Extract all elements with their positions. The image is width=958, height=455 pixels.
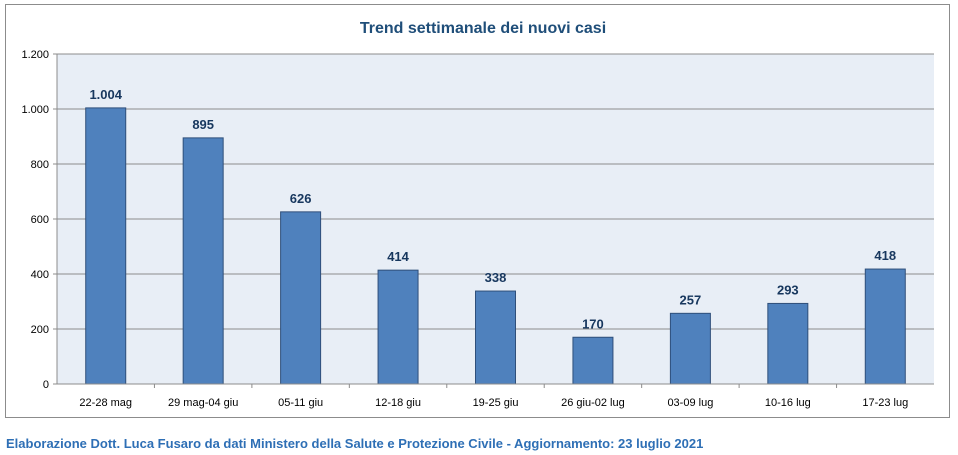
data-label: 1.004 (89, 87, 122, 102)
bar (377, 269, 419, 385)
bar (475, 290, 516, 385)
data-label: 414 (387, 249, 409, 264)
bar (85, 107, 127, 385)
data-label: 418 (874, 248, 896, 263)
data-label: 257 (680, 292, 702, 307)
y-tick-label: 200 (31, 324, 49, 336)
x-tick-label: 05-11 giu (278, 397, 323, 409)
y-tick-label: 600 (31, 214, 49, 226)
data-label: 293 (777, 282, 799, 297)
y-axis-ticks: 0 200 400 600 800 1.000 1.200 (21, 49, 57, 391)
y-tick-label: 0 (43, 379, 49, 391)
x-tick-label: 03-09 lug (667, 397, 713, 409)
data-label: 170 (582, 316, 604, 331)
x-axis-ticks: 22-28 mag 29 mag-04 giu 05-11 giu 12-18 giu… (79, 384, 908, 409)
y-tick-label: 800 (31, 159, 49, 171)
bar-chart: Trend settimanale dei nuovi casi 0 200 400… (21, 20, 934, 409)
x-tick-label: 29 mag-04 giu (168, 397, 238, 409)
y-tick-label: 1.000 (21, 104, 49, 116)
y-tick-label: 400 (31, 269, 49, 281)
source-credit: Elaborazione Dott. Luca Fusaro da dati M… (6, 436, 704, 451)
bar (280, 211, 322, 385)
y-tick-label: 1.200 (21, 49, 49, 61)
data-label: 338 (485, 270, 507, 285)
data-label: 895 (192, 117, 214, 132)
bar (864, 268, 906, 385)
chart-title: Trend settimanale dei nuovi casi (360, 20, 606, 37)
data-label: 626 (290, 191, 312, 206)
x-tick-label: 26 giu-02 lug (561, 397, 625, 409)
bar (669, 312, 711, 385)
bar (767, 302, 809, 385)
x-tick-label: 19-25 giu (473, 397, 519, 409)
chart-frame: Trend settimanale dei nuovi casi 0 200 400… (5, 4, 950, 418)
x-tick-label: 22-28 mag (79, 397, 132, 409)
bar (182, 137, 224, 385)
data-labels: 1.004 895 626 414 338 170 257 293 418 (89, 87, 896, 331)
x-tick-label: 17-23 lug (862, 397, 908, 409)
x-tick-label: 10-16 lug (765, 397, 811, 409)
x-tick-label: 12-18 giu (375, 397, 421, 409)
bars (85, 107, 906, 385)
bar (572, 336, 614, 385)
